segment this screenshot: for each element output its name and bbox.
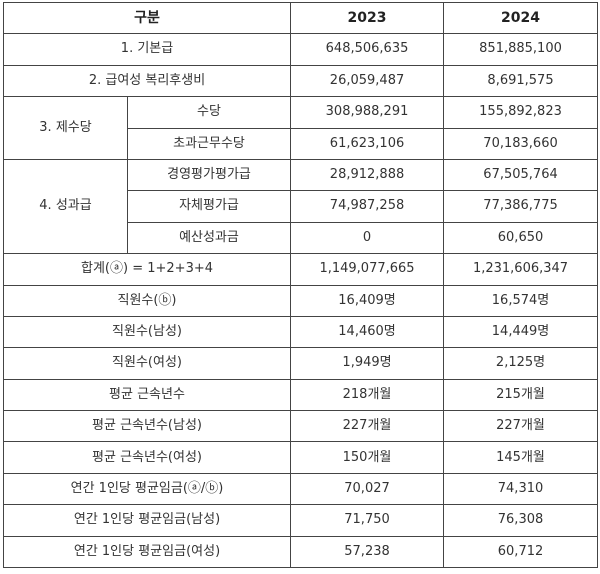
- table-row: 자체평가급 74,987,258 77,386,775: [4, 190, 599, 223]
- cell-2023: 70,027: [290, 472, 445, 506]
- table-row: 1. 기본급 648,506,635 851,885,100: [2, 33, 599, 66]
- cell-2023: 308,988,291: [290, 96, 445, 129]
- table-row-total: 합계(ⓐ) = 1+2+3+4 1,149,077,665 1,231,606,…: [2, 253, 599, 286]
- header-category: 구분: [2, 1, 292, 35]
- header-year-2023: 2023: [290, 1, 445, 35]
- header-year-2024: 2024: [443, 1, 599, 35]
- group-label: 3. 제수당: [3, 96, 128, 160]
- cell-2024: 215개월: [443, 378, 599, 412]
- table-row: 직원수(남성) 14,460명 14,449명: [2, 315, 599, 349]
- cell-2023: 28,912,888: [290, 158, 445, 192]
- table-row: 직원수(여성) 1,949명 2,125명: [2, 347, 599, 380]
- row-label: 평균 근속년수(남성): [2, 410, 292, 443]
- cell-2023: 0: [290, 221, 445, 255]
- cell-2024: 8,691,575: [443, 64, 599, 98]
- cell-2024: 77,386,775: [443, 190, 599, 223]
- header-row: 구분 2023 2024: [2, 1, 599, 35]
- cell-2024: 67,505,764: [443, 158, 599, 192]
- row-label: 직원수(ⓑ): [2, 284, 292, 317]
- row-label: 직원수(남성): [2, 315, 292, 349]
- cell-2023: 26,059,487: [290, 64, 445, 98]
- cell-2023: 71,750: [290, 504, 445, 537]
- sub-label: 경영평가평가급: [126, 158, 292, 192]
- cell-2024: 145개월: [443, 441, 599, 474]
- cell-2023: 74,987,258: [290, 190, 445, 223]
- table-row: 평균 근속년수(남성) 227개월 227개월: [2, 410, 599, 443]
- cell-2023: 1,949명: [290, 347, 445, 380]
- table-row: 3. 제수당 수당 308,988,291 155,892,823: [3, 96, 599, 160]
- cell-2024: 74,310: [443, 472, 599, 506]
- cell-2023: 150개월: [290, 441, 445, 474]
- cell-2024: 2,125명: [443, 347, 599, 380]
- table-row: 평균 근속년수 218개월 215개월: [2, 378, 599, 412]
- cell-2023: 57,238: [290, 535, 445, 569]
- group-label: 4. 성과급: [3, 158, 128, 255]
- cell-2023: 1,149,077,665: [290, 253, 445, 286]
- sub-label: 자체평가급: [126, 190, 292, 223]
- row-label: 평균 근속년수(여성): [2, 441, 292, 474]
- row-label: 연간 1인당 평균임금(ⓐ/ⓑ): [2, 472, 292, 506]
- row-label: 1. 기본급: [2, 33, 292, 66]
- cell-2024: 76,308: [443, 504, 599, 537]
- cell-2024: 60,650: [443, 221, 599, 255]
- cell-2024: 1,231,606,347: [443, 253, 599, 286]
- row-label: 직원수(여성): [2, 347, 292, 380]
- row-label: 연간 1인당 평균임금(여성): [2, 535, 292, 569]
- row-label: 평균 근속년수: [2, 378, 292, 412]
- sub-label: 예산성과금: [126, 221, 292, 255]
- table-row: 예산성과금 0 60,650: [4, 221, 599, 255]
- cell-2024: 14,449명: [443, 315, 599, 349]
- cell-2024: 851,885,100: [443, 33, 599, 66]
- cell-2024: 70,183,660: [443, 127, 599, 160]
- cell-2023: 648,506,635: [290, 33, 445, 66]
- table-row: 2. 급여성 복리후생비 26,059,487 8,691,575: [2, 64, 599, 98]
- cell-2023: 16,409명: [290, 284, 445, 317]
- sub-label: 수당: [126, 96, 292, 129]
- table-row: 연간 1인당 평균임금(ⓐ/ⓑ) 70,027 74,310: [2, 472, 599, 506]
- table-row: 연간 1인당 평균임금(여성) 57,238 60,712: [2, 535, 599, 569]
- cell-2023: 61,623,106: [290, 127, 445, 160]
- table-row: 평균 근속년수(여성) 150개월 145개월: [2, 441, 599, 474]
- cell-2024: 155,892,823: [443, 96, 599, 129]
- cell-2024: 227개월: [443, 410, 599, 443]
- row-label: 2. 급여성 복리후생비: [2, 64, 292, 98]
- table-row: 연간 1인당 평균임금(남성) 71,750 76,308: [2, 504, 599, 537]
- cell-2023: 14,460명: [290, 315, 445, 349]
- sub-label: 초과근무수당: [126, 127, 292, 160]
- row-label: 합계(ⓐ) = 1+2+3+4: [2, 253, 292, 286]
- cell-2024: 60,712: [443, 535, 599, 569]
- table-row: 초과근무수당 61,623,106 70,183,660: [4, 127, 599, 160]
- row-label: 연간 1인당 평균임금(남성): [2, 504, 292, 537]
- cell-2024: 16,574명: [443, 284, 599, 317]
- cell-2023: 227개월: [290, 410, 445, 443]
- cell-2023: 218개월: [290, 378, 445, 412]
- table-row: 직원수(ⓑ) 16,409명 16,574명: [2, 284, 599, 317]
- table-row: 4. 성과급 경영평가평가급 28,912,888 67,505,764: [3, 158, 599, 255]
